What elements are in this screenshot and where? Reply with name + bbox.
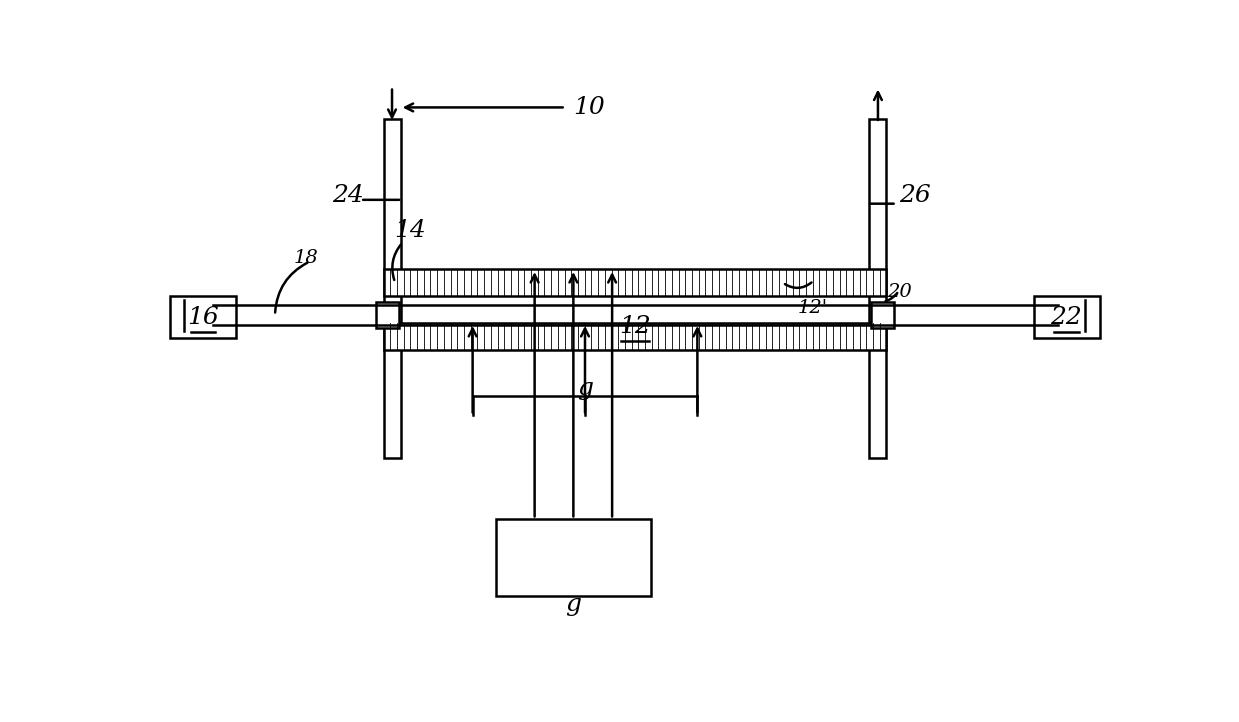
Bar bbox=[375, 303, 399, 329]
Text: 24: 24 bbox=[332, 185, 364, 207]
Text: g: g bbox=[577, 377, 593, 400]
Bar bbox=[384, 269, 886, 296]
Bar bbox=[384, 323, 886, 350]
Bar bbox=[1033, 296, 1099, 339]
Text: g: g bbox=[565, 593, 581, 616]
Bar bbox=[870, 119, 886, 458]
Text: 22: 22 bbox=[1051, 306, 1082, 329]
Text: 10: 10 bbox=[574, 96, 605, 119]
Bar bbox=[871, 303, 895, 329]
Text: 12': 12' bbox=[798, 299, 828, 317]
Text: 16: 16 bbox=[187, 306, 219, 329]
Text: 20: 20 bbox=[887, 283, 912, 301]
Text: 18: 18 bbox=[294, 248, 318, 266]
Bar bbox=[384, 119, 400, 458]
Text: 14: 14 bbox=[395, 219, 426, 242]
Bar bbox=[171, 296, 237, 339]
Text: 26: 26 bbox=[898, 185, 930, 207]
Bar bbox=[496, 519, 650, 596]
Text: 12: 12 bbox=[620, 316, 652, 339]
